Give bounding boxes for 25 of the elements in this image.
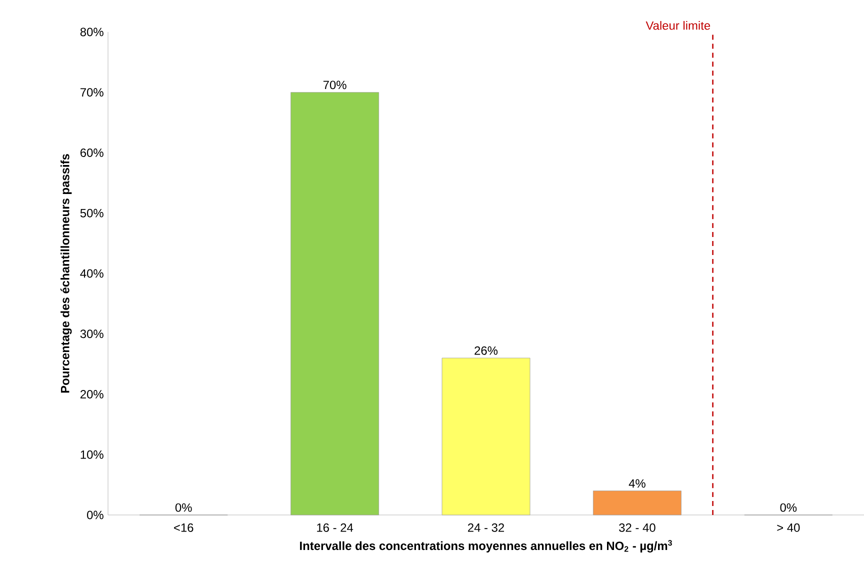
- data-label: 0%: [780, 503, 797, 512]
- y-axis-title: Pourcentage des échantillonneurs passifs: [60, 154, 72, 393]
- data-label: 26%: [474, 346, 498, 355]
- bar: [593, 490, 682, 516]
- x-tick-label: <16: [174, 523, 194, 532]
- y-tick-label: 20%: [80, 390, 104, 398]
- y-tick-label: 60%: [80, 148, 104, 157]
- y-tick-label: 30%: [80, 330, 104, 338]
- y-tick-label: 70%: [80, 88, 104, 97]
- x-tick-label: > 40: [777, 523, 800, 532]
- y-tick-label: 0%: [87, 510, 104, 520]
- y-tick-label: 80%: [80, 28, 104, 36]
- x-tick-label: 16 - 24: [317, 523, 354, 532]
- y-tick-label: 10%: [80, 450, 104, 459]
- data-label: 0%: [175, 503, 192, 512]
- x-tick-label: 24 - 32: [468, 523, 504, 532]
- x-tick-label: 32 - 40: [619, 523, 656, 532]
- y-tick-label: 40%: [80, 269, 104, 278]
- bar: [442, 358, 530, 516]
- bar: [290, 92, 380, 516]
- y-tick-label: 50%: [80, 208, 104, 218]
- x-axis-title: Intervalle des concentrations moyennes annuelles en NO$_{2}$ - µg/m$^{3}$: [300, 540, 672, 552]
- ref-line-label: Valeur limite: [646, 21, 710, 30]
- data-label: 4%: [628, 479, 646, 488]
- data-label: 70%: [323, 80, 346, 90]
